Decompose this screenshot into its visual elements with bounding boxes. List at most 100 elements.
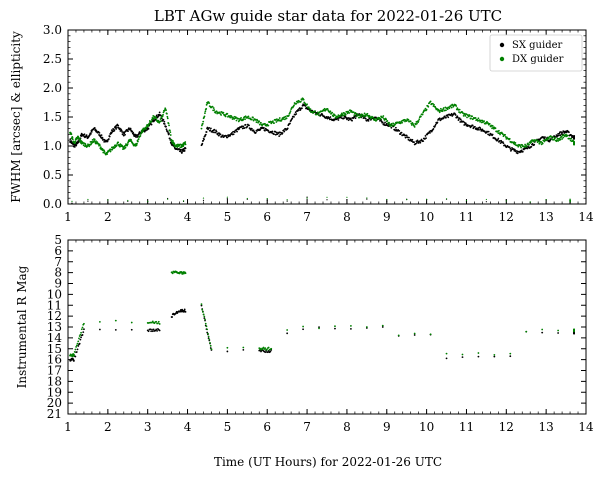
data-point bbox=[295, 102, 298, 105]
data-point bbox=[215, 110, 218, 113]
data-point bbox=[244, 118, 246, 121]
data-point bbox=[163, 120, 166, 123]
x-tick-label: 9 bbox=[383, 210, 391, 224]
data-point bbox=[79, 338, 82, 341]
data-point bbox=[209, 129, 212, 132]
data-point bbox=[571, 134, 574, 137]
data-point bbox=[413, 126, 416, 128]
y-tick-label: 1.0 bbox=[43, 139, 62, 153]
data-point bbox=[161, 115, 164, 118]
data-point bbox=[409, 120, 412, 123]
data-point bbox=[211, 105, 214, 108]
data-point bbox=[498, 129, 500, 132]
x-tick-label: 6 bbox=[263, 420, 271, 434]
data-point bbox=[450, 106, 453, 109]
data-point bbox=[107, 138, 110, 140]
data-point bbox=[514, 142, 517, 144]
data-point bbox=[569, 201, 571, 203]
data-point bbox=[425, 108, 428, 111]
y-tick-label: 8 bbox=[54, 266, 62, 280]
data-point bbox=[262, 126, 265, 129]
data-point bbox=[114, 328, 117, 331]
x-tick-label: 9 bbox=[383, 420, 391, 434]
data-point bbox=[127, 199, 129, 202]
data-point bbox=[131, 130, 134, 133]
data-point bbox=[530, 141, 533, 144]
data-point bbox=[365, 326, 368, 328]
y-tick-label: 19 bbox=[47, 385, 62, 399]
data-point bbox=[381, 121, 384, 124]
data-point bbox=[155, 328, 158, 331]
data-point bbox=[367, 119, 370, 122]
data-point bbox=[462, 114, 465, 117]
data-point bbox=[446, 108, 449, 111]
data-point bbox=[83, 133, 86, 136]
data-point bbox=[226, 350, 229, 353]
data-point bbox=[151, 320, 154, 323]
data-point bbox=[316, 113, 319, 116]
data-point bbox=[424, 107, 427, 110]
data-point bbox=[205, 325, 208, 328]
data-point bbox=[360, 114, 363, 117]
data-point bbox=[215, 130, 218, 133]
x-tick-label: 1 bbox=[64, 210, 72, 224]
data-point bbox=[413, 141, 415, 144]
data-point bbox=[546, 138, 549, 141]
data-point bbox=[559, 134, 562, 137]
data-point bbox=[289, 111, 291, 114]
data-point bbox=[465, 199, 468, 202]
x-tick-label: 10 bbox=[419, 420, 434, 434]
data-point bbox=[326, 199, 328, 201]
data-point bbox=[74, 355, 77, 358]
data-point bbox=[566, 134, 569, 137]
data-point bbox=[487, 130, 490, 133]
data-point bbox=[478, 129, 480, 131]
data-point bbox=[158, 323, 161, 325]
data-point bbox=[204, 322, 207, 325]
data-point bbox=[264, 122, 266, 125]
data-point bbox=[543, 140, 546, 143]
x-tick-label: 4 bbox=[184, 210, 192, 224]
data-point bbox=[562, 136, 565, 139]
y-tick-label: 17 bbox=[47, 364, 62, 378]
data-point bbox=[217, 134, 220, 137]
data-point bbox=[390, 126, 393, 129]
data-point bbox=[343, 114, 345, 117]
data-point bbox=[145, 128, 147, 130]
data-point bbox=[78, 342, 81, 345]
data-point bbox=[400, 131, 403, 134]
data-point bbox=[337, 119, 340, 121]
data-point bbox=[205, 107, 208, 110]
data-point bbox=[461, 356, 464, 359]
data-point bbox=[96, 141, 99, 144]
data-point bbox=[343, 117, 345, 119]
data-point bbox=[536, 139, 538, 142]
data-point bbox=[568, 131, 570, 134]
data-point bbox=[166, 130, 169, 133]
data-point bbox=[267, 124, 270, 127]
data-point bbox=[151, 330, 154, 333]
data-point bbox=[485, 198, 487, 201]
data-point bbox=[448, 107, 451, 110]
data-point bbox=[229, 116, 232, 119]
data-point bbox=[336, 115, 339, 118]
data-point bbox=[293, 104, 295, 107]
data-point bbox=[73, 146, 76, 148]
data-point bbox=[356, 113, 359, 116]
data-point bbox=[137, 138, 140, 140]
data-point bbox=[379, 117, 382, 120]
x-tick-label: 10 bbox=[419, 210, 434, 224]
data-point bbox=[264, 351, 267, 354]
data-point bbox=[445, 116, 447, 119]
data-point bbox=[207, 335, 210, 338]
x-tick-label: 2 bbox=[104, 420, 112, 434]
data-point bbox=[82, 144, 85, 147]
data-point bbox=[168, 133, 170, 135]
data-point bbox=[229, 134, 232, 137]
data-point bbox=[533, 141, 536, 143]
data-point bbox=[291, 117, 294, 120]
data-point bbox=[135, 144, 138, 147]
data-point bbox=[90, 132, 92, 135]
data-point bbox=[483, 120, 486, 123]
data-point bbox=[301, 99, 303, 101]
